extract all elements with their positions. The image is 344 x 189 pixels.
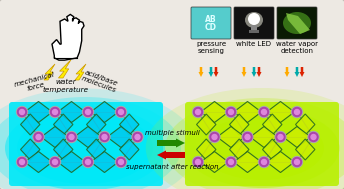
Circle shape xyxy=(18,108,26,116)
Circle shape xyxy=(117,108,126,116)
Ellipse shape xyxy=(248,13,260,25)
Circle shape xyxy=(100,132,109,142)
Circle shape xyxy=(66,132,77,143)
Polygon shape xyxy=(201,152,228,173)
Circle shape xyxy=(309,132,318,142)
Circle shape xyxy=(209,132,220,143)
Circle shape xyxy=(51,108,60,116)
Circle shape xyxy=(226,106,237,118)
Circle shape xyxy=(292,108,301,116)
Polygon shape xyxy=(74,126,102,147)
Polygon shape xyxy=(267,152,294,173)
Circle shape xyxy=(258,156,269,167)
Circle shape xyxy=(99,132,110,143)
Circle shape xyxy=(245,135,250,139)
Circle shape xyxy=(84,157,93,167)
FancyArrow shape xyxy=(251,67,257,77)
Ellipse shape xyxy=(0,97,181,189)
Polygon shape xyxy=(75,64,86,80)
Text: water
temperature: water temperature xyxy=(43,79,89,93)
FancyArrow shape xyxy=(284,67,290,77)
Text: mechanical
force: mechanical force xyxy=(13,71,57,95)
Circle shape xyxy=(275,132,286,143)
Polygon shape xyxy=(52,14,84,60)
Polygon shape xyxy=(234,152,261,173)
Circle shape xyxy=(242,132,253,143)
Circle shape xyxy=(102,135,107,139)
Text: water vapor
detection: water vapor detection xyxy=(276,41,318,54)
Polygon shape xyxy=(87,139,106,160)
Polygon shape xyxy=(54,114,73,135)
Text: white LED: white LED xyxy=(237,41,271,47)
Circle shape xyxy=(193,106,204,118)
Circle shape xyxy=(261,160,267,164)
Circle shape xyxy=(135,135,140,139)
Circle shape xyxy=(258,106,269,118)
Circle shape xyxy=(51,157,60,167)
Circle shape xyxy=(34,132,43,142)
Polygon shape xyxy=(234,101,261,122)
Circle shape xyxy=(69,135,74,139)
Circle shape xyxy=(195,109,201,115)
Circle shape xyxy=(294,160,300,164)
FancyArrow shape xyxy=(157,139,185,147)
Circle shape xyxy=(193,108,203,116)
Polygon shape xyxy=(87,114,106,135)
Ellipse shape xyxy=(165,98,344,189)
Circle shape xyxy=(117,157,126,167)
FancyArrow shape xyxy=(214,67,218,77)
Polygon shape xyxy=(262,114,282,135)
Circle shape xyxy=(83,106,94,118)
FancyArrow shape xyxy=(208,67,214,77)
Polygon shape xyxy=(229,139,249,160)
FancyBboxPatch shape xyxy=(251,25,257,30)
FancyArrow shape xyxy=(257,67,261,77)
Polygon shape xyxy=(21,139,40,160)
Ellipse shape xyxy=(0,88,197,189)
Circle shape xyxy=(50,106,61,118)
Circle shape xyxy=(226,156,237,167)
Text: pressure
sensing: pressure sensing xyxy=(196,41,226,54)
FancyArrow shape xyxy=(157,150,185,160)
Circle shape xyxy=(118,109,123,115)
Circle shape xyxy=(210,132,219,142)
Polygon shape xyxy=(295,139,315,160)
Circle shape xyxy=(259,108,269,116)
Text: acid/base
molecules: acid/base molecules xyxy=(80,69,120,93)
Circle shape xyxy=(116,156,127,167)
Circle shape xyxy=(193,156,204,167)
Circle shape xyxy=(261,109,267,115)
Circle shape xyxy=(294,109,300,115)
Circle shape xyxy=(118,160,123,164)
Polygon shape xyxy=(41,126,69,147)
FancyBboxPatch shape xyxy=(277,7,317,39)
Ellipse shape xyxy=(200,116,324,180)
Polygon shape xyxy=(21,114,40,135)
Polygon shape xyxy=(286,13,310,34)
Circle shape xyxy=(212,135,217,139)
Polygon shape xyxy=(120,139,139,160)
Ellipse shape xyxy=(245,12,263,28)
Polygon shape xyxy=(54,139,73,160)
FancyArrow shape xyxy=(294,67,300,77)
Circle shape xyxy=(226,157,236,167)
Circle shape xyxy=(278,135,283,139)
Polygon shape xyxy=(250,126,278,147)
Polygon shape xyxy=(201,101,228,122)
Text: AB: AB xyxy=(205,15,217,25)
Circle shape xyxy=(20,160,24,164)
Polygon shape xyxy=(229,114,249,135)
Polygon shape xyxy=(196,114,216,135)
Polygon shape xyxy=(107,126,135,147)
Polygon shape xyxy=(217,126,245,147)
Polygon shape xyxy=(120,114,139,135)
Polygon shape xyxy=(25,101,52,122)
Circle shape xyxy=(53,160,57,164)
FancyArrow shape xyxy=(198,67,204,77)
Circle shape xyxy=(36,135,41,139)
Circle shape xyxy=(243,132,252,142)
FancyBboxPatch shape xyxy=(185,102,339,186)
FancyArrow shape xyxy=(300,67,304,77)
Circle shape xyxy=(228,109,234,115)
